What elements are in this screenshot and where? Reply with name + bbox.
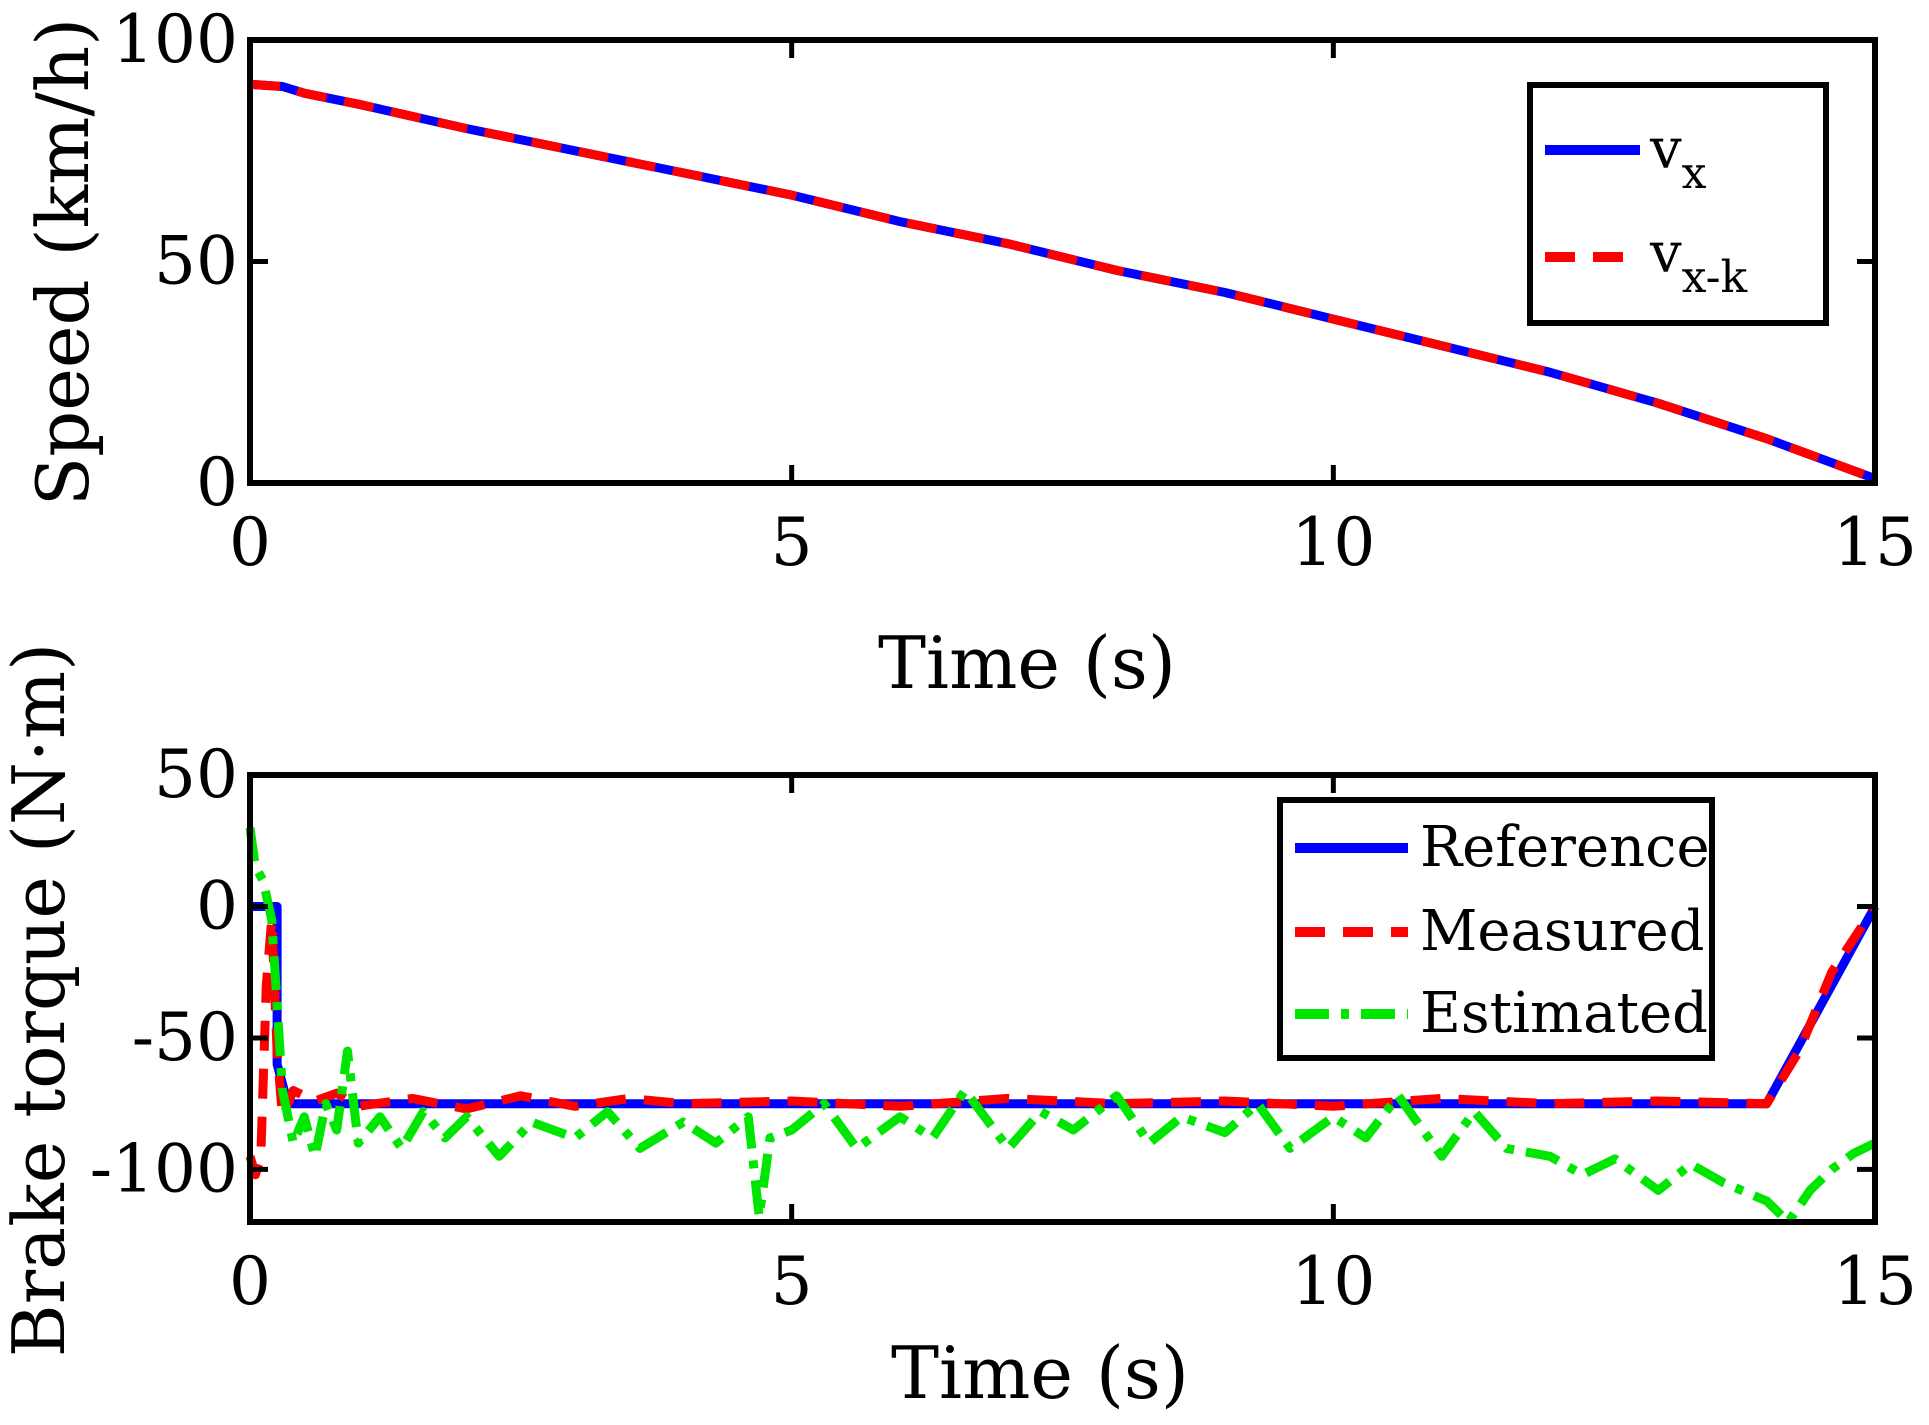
brake-x-tick-label: 5 <box>771 1243 813 1320</box>
brake-y-axis-label: Brake torque (N·m) <box>0 643 81 1357</box>
brake-ticks <box>247 772 1878 1222</box>
brake-torque-chart: 0 5 10 15 -100 -50 0 50 Time (s) Brake torque (… <box>0 643 1917 1415</box>
brake-x-tick-label: 10 <box>1291 1243 1375 1320</box>
speed-y-tick-label: 100 <box>112 1 238 78</box>
speed-x-tick-label: 10 <box>1291 504 1375 581</box>
brake-y-tick-label: -50 <box>132 999 238 1076</box>
speed-y-tick-label: 0 <box>196 444 238 521</box>
brake-plot-frame <box>247 772 1878 1225</box>
legend-vx-name: v <box>1649 117 1682 182</box>
brake-series-layer <box>245 826 1879 1227</box>
speed-x-tick-label: 0 <box>229 504 271 581</box>
brake-x-tick-label: 15 <box>1833 1243 1917 1320</box>
brake-x-axis-label: Time (s) <box>891 1331 1189 1415</box>
brake-series-estimated <box>245 826 1877 1227</box>
legend-measured-label: Measured <box>1420 899 1704 964</box>
speed-x-tick-label: 5 <box>771 504 813 581</box>
brake-y-tick-label: 50 <box>154 736 238 813</box>
brake-y-tick-label: -100 <box>90 1130 238 1207</box>
legend-reference-label: Reference <box>1420 815 1710 880</box>
speed-legend-box <box>1527 82 1829 326</box>
speed-x-tick-label: 15 <box>1833 504 1917 581</box>
speed-y-axis-label: Speed (km/h) <box>21 18 105 506</box>
legend-estimated-label: Estimated <box>1420 981 1708 1046</box>
legend-vx-label: vx <box>1649 117 1707 199</box>
speed-legend: vx vx-k <box>1527 82 1829 326</box>
brake-legend: Reference Measured Estimated <box>1277 797 1715 1061</box>
legend-vxk-name: v <box>1649 221 1682 286</box>
speed-y-tick-label: 50 <box>154 223 238 300</box>
speed-series-v-x-k <box>249 79 1877 483</box>
brake-y-tick-label: 0 <box>196 867 238 944</box>
speed-series-layer <box>249 79 1877 483</box>
speed-x-axis-label: Time (s) <box>878 621 1176 705</box>
brake-tick-labels: 0 5 10 15 -100 -50 0 50 <box>90 736 1917 1320</box>
brake-x-tick-label: 0 <box>229 1243 271 1320</box>
speed-tick-labels: 0 5 10 15 0 50 100 <box>112 1 1917 581</box>
legend-vxk-label: vx-k <box>1649 221 1748 303</box>
legend-vx-subscript: x <box>1682 148 1707 199</box>
legend-vxk-subscript: x-k <box>1682 252 1748 303</box>
speed-ticks <box>247 37 1878 486</box>
